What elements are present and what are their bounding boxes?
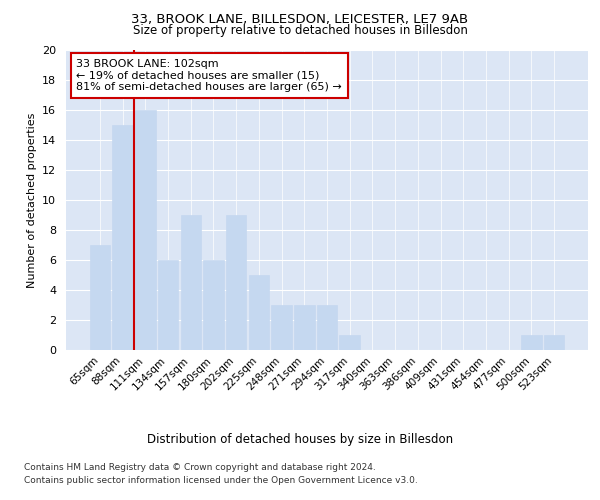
- Bar: [90, 245, 110, 350]
- Bar: [112, 125, 133, 350]
- Bar: [203, 260, 224, 350]
- Text: Size of property relative to detached houses in Billesdon: Size of property relative to detached ho…: [133, 24, 467, 37]
- Text: Contains HM Land Registry data © Crown copyright and database right 2024.: Contains HM Land Registry data © Crown c…: [24, 462, 376, 471]
- Bar: [158, 260, 178, 350]
- Bar: [248, 275, 269, 350]
- Bar: [271, 305, 292, 350]
- Text: Distribution of detached houses by size in Billesdon: Distribution of detached houses by size …: [147, 432, 453, 446]
- Text: Contains public sector information licensed under the Open Government Licence v3: Contains public sector information licen…: [24, 476, 418, 485]
- Bar: [226, 215, 247, 350]
- Bar: [294, 305, 314, 350]
- Bar: [544, 335, 564, 350]
- Bar: [521, 335, 542, 350]
- Text: 33, BROOK LANE, BILLESDON, LEICESTER, LE7 9AB: 33, BROOK LANE, BILLESDON, LEICESTER, LE…: [131, 12, 469, 26]
- Y-axis label: Number of detached properties: Number of detached properties: [26, 112, 37, 288]
- Bar: [135, 110, 155, 350]
- Text: 33 BROOK LANE: 102sqm
← 19% of detached houses are smaller (15)
81% of semi-deta: 33 BROOK LANE: 102sqm ← 19% of detached …: [76, 59, 342, 92]
- Bar: [317, 305, 337, 350]
- Bar: [181, 215, 201, 350]
- Bar: [340, 335, 360, 350]
